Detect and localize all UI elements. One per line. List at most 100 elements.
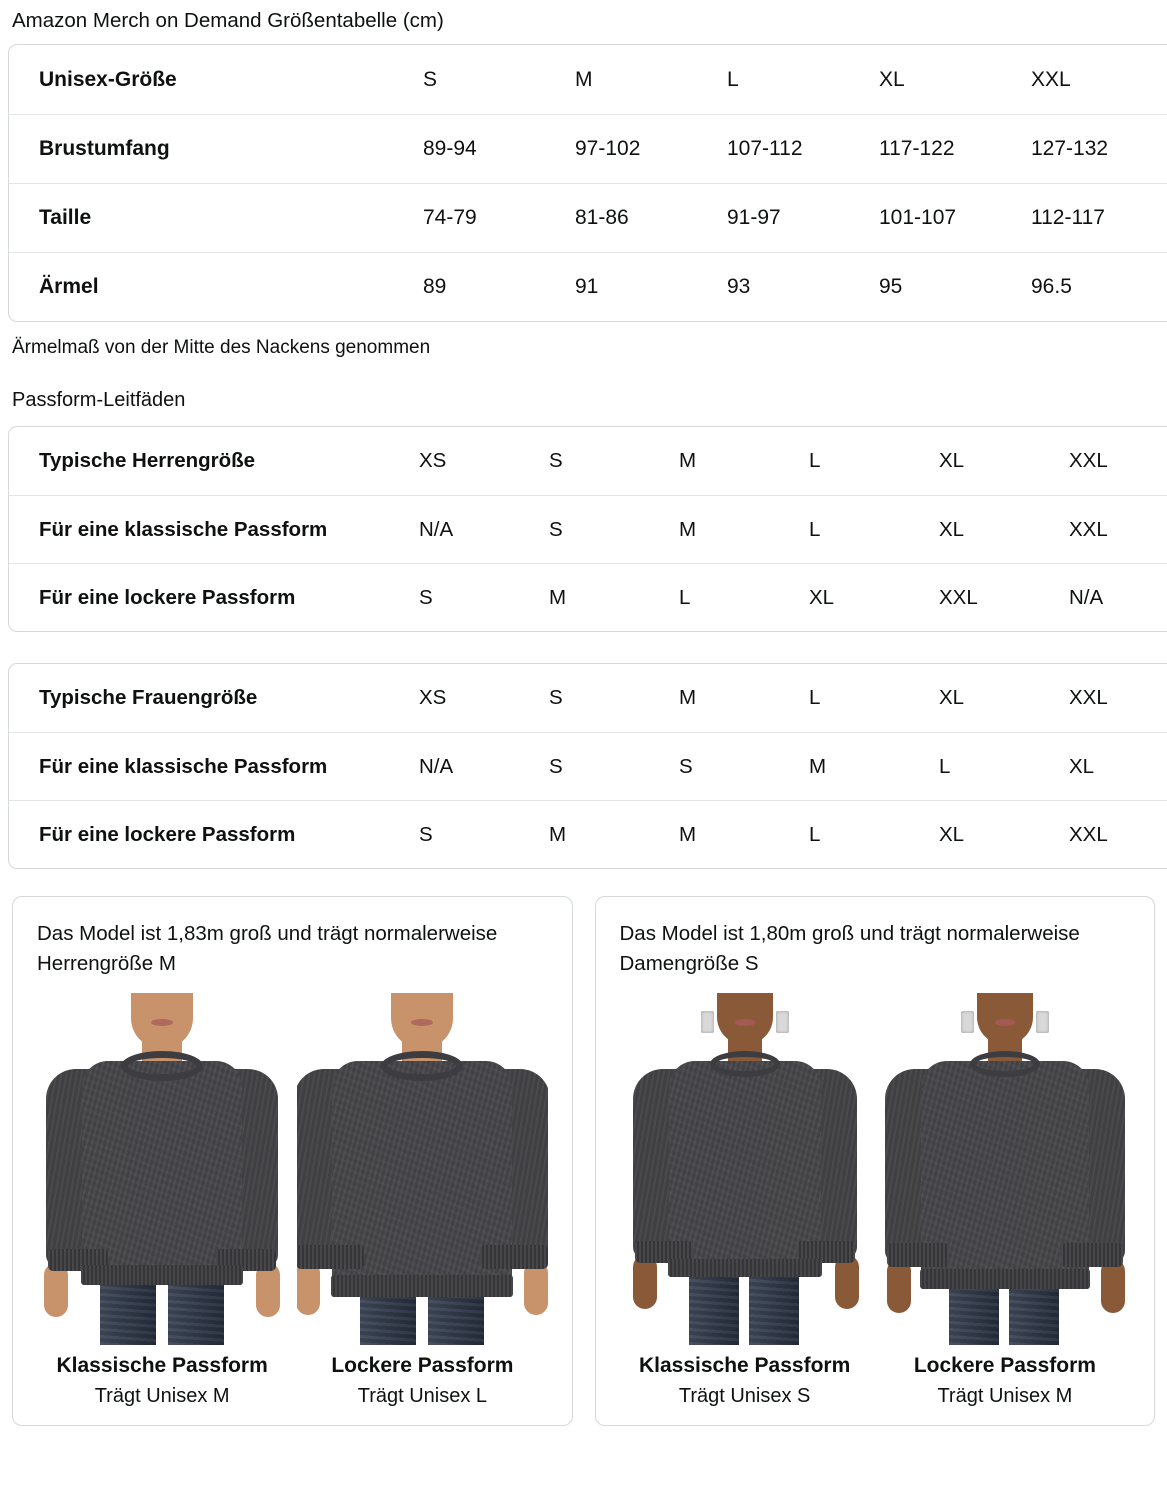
cell: N/A	[417, 495, 547, 563]
model-panels: Das Model ist 1,83m groß und trägt norma…	[8, 896, 1159, 1426]
fit-label: Klassische Passform	[56, 1354, 268, 1377]
cell: XL	[1067, 732, 1167, 800]
page-title: Amazon Merch on Demand Größentabelle (cm…	[12, 9, 444, 32]
model-collar	[381, 1051, 464, 1081]
cell: 107-112	[725, 114, 877, 183]
model-earring-right	[775, 1011, 789, 1033]
cell: M	[679, 449, 697, 472]
mens-relaxed-fit-figure: Lockere Passform Trägt Unisex L	[297, 993, 548, 1411]
cell: 97-102	[573, 114, 725, 183]
model-earring-right	[1035, 1011, 1049, 1033]
cell: L	[807, 800, 937, 868]
cell: 112-117	[1029, 183, 1167, 252]
womens-classic-fit-photo	[619, 993, 870, 1345]
wears-label: Trägt Unisex M	[937, 1385, 1073, 1407]
wears-label: Trägt Unisex L	[357, 1385, 488, 1407]
model-left-hand	[886, 1259, 911, 1313]
cell: N/A	[417, 732, 547, 800]
row-header: Taille	[9, 183, 421, 252]
model-jeans-right-leg	[748, 1267, 799, 1345]
cell: S	[547, 732, 677, 800]
row-header: Typische Herrengröße	[39, 449, 256, 472]
fit-label: Lockere Passform	[913, 1354, 1096, 1377]
model-mouth	[994, 1019, 1015, 1026]
row-header: Typische Frauengröße	[39, 686, 258, 709]
wears-label: Trägt Unisex S	[678, 1385, 811, 1407]
table-row: Für eine lockere Passform S M L XL XXL N…	[9, 563, 1167, 631]
cell: S	[417, 800, 547, 868]
row-header: Für eine klassische Passform	[9, 495, 417, 563]
cell: XL	[937, 495, 1067, 563]
cell: 117-122	[877, 114, 1029, 183]
wears-label: Trägt Unisex M	[94, 1385, 230, 1407]
model-right-hand	[524, 1261, 548, 1315]
cell: L	[809, 686, 821, 709]
cell: N/A	[1067, 563, 1167, 631]
model-hem	[331, 1275, 514, 1297]
cell: L	[727, 67, 739, 91]
cell: 95	[877, 252, 1029, 321]
model-mouth	[411, 1019, 434, 1026]
model-left-hand	[632, 1255, 657, 1309]
table-row: Für eine klassische Passform N/A S S M L…	[9, 732, 1167, 800]
table-row: Ärmel 89 91 93 95 96.5	[9, 252, 1167, 321]
model-left-cuff	[297, 1245, 365, 1269]
cell: 89-94	[421, 114, 573, 183]
table-row: Taille 74-79 81-86 91-97 101-107 112-117	[9, 183, 1167, 252]
cell: XL	[807, 563, 937, 631]
womens-model-panel: Das Model ist 1,80m groß und trägt norma…	[594, 896, 1155, 1426]
unisex-size-table: Unisex-Größe S M L XL XXL Brustumfang 89…	[8, 44, 1167, 322]
cell: 101-107	[877, 183, 1029, 252]
model-earring-left	[700, 1011, 714, 1033]
model-collar	[709, 1051, 780, 1077]
cell: XXL	[1067, 495, 1167, 563]
fit-label: Lockere Passform	[331, 1354, 514, 1377]
table-row: Typische Frauengröße XS S M L XL XXL	[9, 664, 1167, 732]
cell: S	[549, 449, 563, 472]
table-row: Typische Herrengröße XS S M L XL XXL	[9, 427, 1167, 495]
row-header: Unisex-Größe	[39, 67, 177, 91]
table-row: Unisex-Größe S M L XL XXL	[9, 45, 1167, 114]
row-header: Brustumfang	[9, 114, 421, 183]
cell: XS	[419, 449, 447, 472]
cell: M	[547, 563, 677, 631]
model-right-hand	[1100, 1259, 1125, 1313]
womens-relaxed-fit-photo	[879, 993, 1130, 1345]
cell: 81-86	[573, 183, 725, 252]
model-sweatshirt-body	[668, 1061, 821, 1277]
cell: L	[807, 495, 937, 563]
cell: XXL	[1067, 800, 1167, 868]
cell: XXL	[937, 563, 1067, 631]
row-header: Für eine lockere Passform	[9, 800, 417, 868]
cell: XS	[419, 686, 447, 709]
mens-classic-fit-figure: Klassische Passform Trägt Unisex M	[37, 993, 288, 1411]
mens-fit-guide-table: Typische Herrengröße XS S M L XL XXL Für…	[8, 426, 1167, 632]
cell: S	[423, 67, 438, 91]
model-right-cuff	[1060, 1243, 1123, 1267]
model-hem	[919, 1269, 1090, 1289]
model-right-hand	[834, 1255, 859, 1309]
womens-classic-fit-figure: Klassische Passform Trägt Unisex S	[619, 993, 870, 1411]
cell: L	[677, 563, 807, 631]
mens-relaxed-fit-photo	[297, 993, 548, 1345]
cell: L	[809, 449, 821, 472]
cell: 89	[421, 252, 573, 321]
cell: M	[679, 686, 697, 709]
cell: M	[575, 67, 593, 91]
fit-guides-heading: Passform-Leitfäden	[12, 389, 186, 411]
womens-model-description: Das Model ist 1,80m groß und trägt norma…	[619, 922, 1080, 975]
cell: XL	[879, 67, 905, 91]
cell: 127-132	[1029, 114, 1167, 183]
model-collar	[121, 1051, 204, 1081]
cell: L	[937, 732, 1067, 800]
model-jeans-left-leg	[100, 1275, 157, 1345]
mens-classic-fit-photo	[37, 993, 288, 1345]
model-collar	[969, 1051, 1040, 1077]
table-row: Brustumfang 89-94 97-102 107-112 117-122…	[9, 114, 1167, 183]
cell: S	[549, 686, 563, 709]
model-jeans-left-leg	[688, 1267, 739, 1345]
model-left-hand	[297, 1261, 321, 1315]
mens-model-description: Das Model ist 1,83m groß und trägt norma…	[37, 922, 498, 975]
model-right-cuff	[796, 1241, 855, 1263]
model-left-cuff	[886, 1243, 949, 1267]
